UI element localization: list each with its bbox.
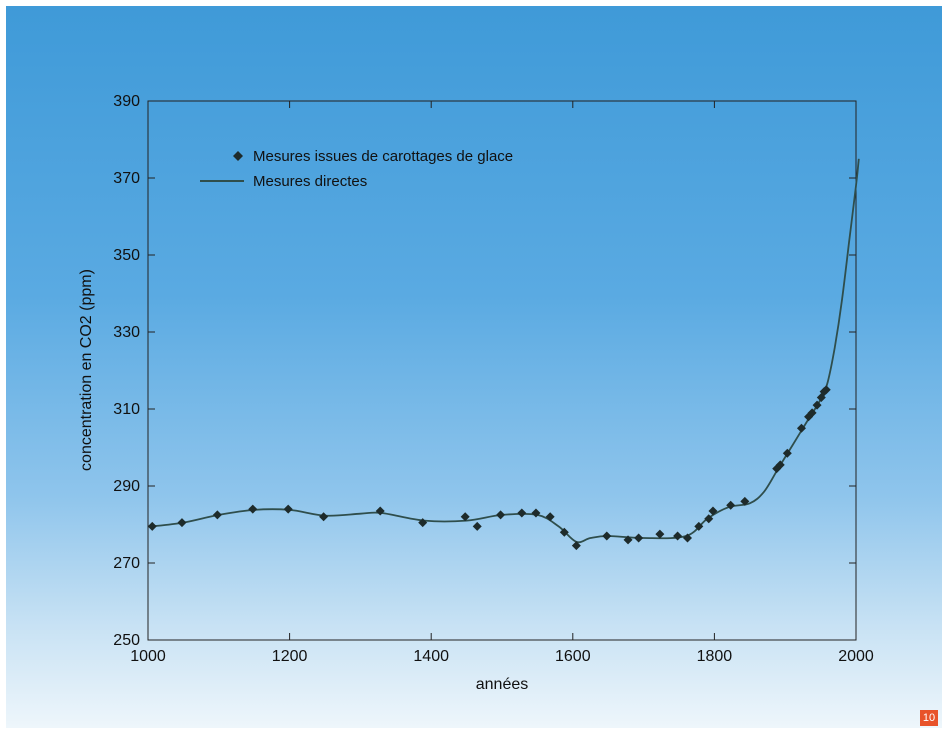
ice-core-data-point (559, 527, 569, 537)
ice-core-data-point (460, 512, 470, 522)
ice-core-data-point (623, 535, 633, 545)
ice-core-data-point (517, 508, 527, 518)
y-tick-label: 350 (113, 247, 140, 264)
ice-core-data-point (708, 506, 718, 516)
ice-core-data-point (655, 529, 665, 539)
ice-core-data-point (807, 408, 817, 418)
ice-core-data-point (673, 531, 683, 541)
ice-core-data-point (147, 521, 157, 531)
axis-ticks: 1000 1200 1400 1600 1800 2000 250 270 290 310 330 3… (113, 93, 874, 665)
y-axis-title: concentration en CO2 (ppm) (78, 269, 95, 471)
y-tick-label: 390 (113, 93, 140, 110)
y-tick-label: 290 (113, 478, 140, 495)
ice-core-data-point (283, 504, 293, 514)
y-tick-label: 330 (113, 324, 140, 341)
x-tick-label: 1200 (272, 648, 308, 665)
ice-core-data-point (531, 508, 541, 518)
direct-measures-line (151, 158, 860, 544)
ice-core-data-point (796, 423, 806, 433)
page-number-badge: 10 (920, 710, 938, 726)
ice-core-markers-group (147, 385, 831, 551)
ice-core-data-point (682, 533, 692, 543)
ice-core-data-point (375, 506, 385, 516)
legend: Mesures issues de carottages de glace Me… (200, 148, 513, 190)
y-tick-label: 370 (113, 170, 140, 187)
direct-measures-line-group (151, 158, 860, 544)
ice-core-data-point (319, 512, 329, 522)
ice-core-data-point (634, 533, 644, 543)
ice-core-data-point (571, 541, 581, 551)
legend-label-ice-core: Mesures issues de carottages de glace (253, 148, 513, 165)
ice-core-data-point (782, 448, 792, 458)
ice-core-data-point (694, 521, 704, 531)
x-tick-label: 1000 (130, 648, 166, 665)
ice-core-data-point (212, 510, 222, 520)
y-tick-label: 270 (113, 555, 140, 572)
legend-label-direct: Mesures directes (253, 173, 367, 190)
x-tick-label: 1800 (697, 648, 733, 665)
ice-core-data-point (821, 385, 831, 395)
ice-core-data-point (602, 531, 612, 541)
ice-core-data-point (704, 514, 714, 524)
ice-core-data-point (472, 521, 482, 531)
y-tick-label: 250 (113, 632, 140, 649)
background-gradient (6, 6, 942, 728)
plot-frame (147, 100, 857, 641)
x-tick-label: 1600 (555, 648, 591, 665)
ice-core-data-point (812, 400, 822, 410)
y-tick-label: 310 (113, 401, 140, 418)
ice-core-data-point (726, 500, 736, 510)
ice-core-data-point (177, 518, 187, 528)
ice-core-data-point (775, 460, 785, 470)
ice-core-data-point (545, 512, 555, 522)
ice-core-data-point (496, 510, 506, 520)
x-tick-label: 2000 (838, 648, 874, 665)
legend-marker-ice-core (233, 151, 243, 161)
ice-core-data-point (418, 518, 428, 528)
x-tick-label: 1400 (413, 648, 449, 665)
ice-core-data-point (740, 496, 750, 506)
ice-core-data-point (248, 504, 258, 514)
x-axis-title: années (476, 676, 529, 693)
